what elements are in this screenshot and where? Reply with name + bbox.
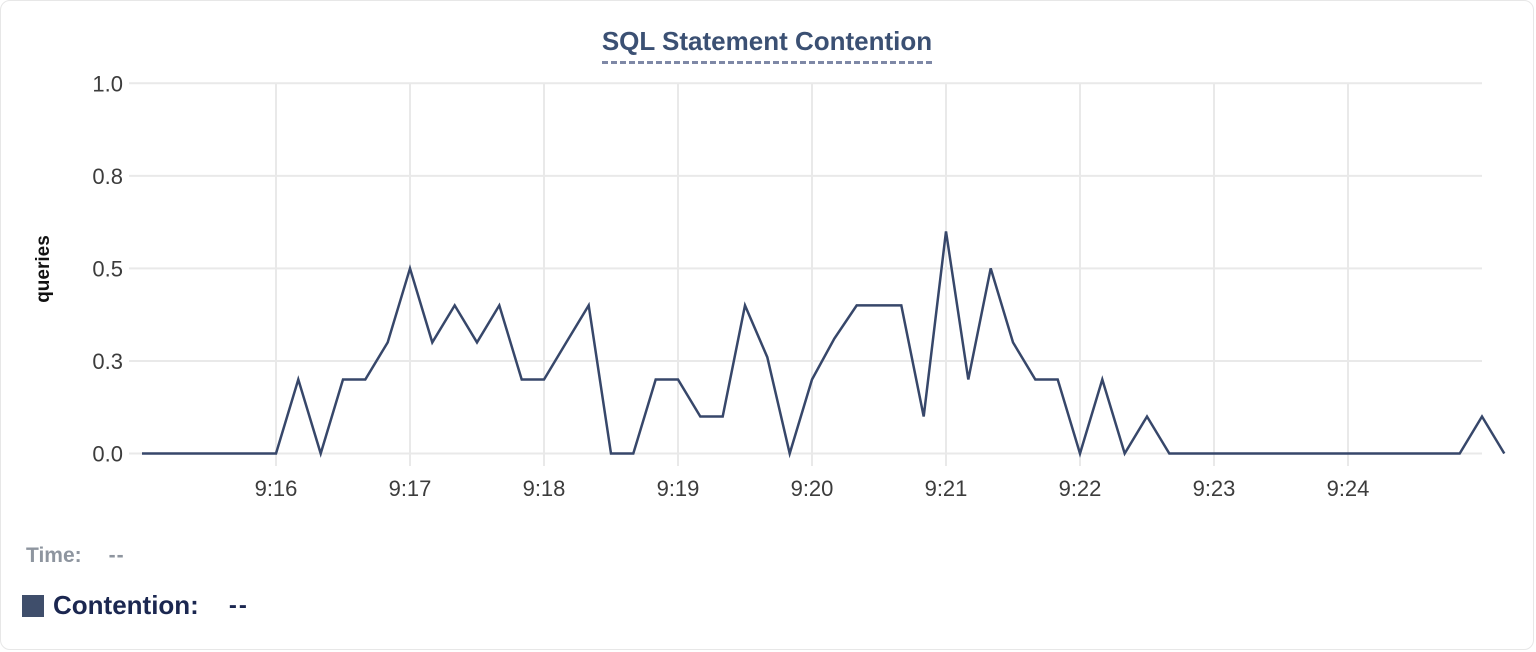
y-tick-label: 1.0 bbox=[92, 71, 123, 96]
x-tick-label: 9:19 bbox=[657, 476, 700, 501]
x-tick-label: 9:24 bbox=[1327, 476, 1370, 501]
x-tick-label: 9:17 bbox=[389, 476, 432, 501]
legend-contention-label: Contention: bbox=[53, 590, 199, 620]
y-tick-label: 0.8 bbox=[92, 164, 123, 189]
contention-series-line bbox=[142, 231, 1506, 459]
x-tick-label: 9:18 bbox=[523, 476, 566, 501]
legend-time-label: Time: bbox=[26, 544, 82, 567]
x-tick-label: 9:20 bbox=[791, 476, 834, 501]
chart-header: SQL Statement Contention bbox=[1, 28, 1533, 64]
legend-contention-value: -- bbox=[228, 591, 249, 619]
x-tick-label: 9:22 bbox=[1059, 476, 1102, 501]
legend-time-row: Time: -- bbox=[26, 544, 249, 568]
y-tick-label: 0.5 bbox=[92, 256, 123, 281]
chart-title[interactable]: SQL Statement Contention bbox=[601, 28, 933, 64]
x-tick-label: 9:16 bbox=[255, 476, 298, 501]
y-axis-title: queries bbox=[33, 235, 54, 303]
legend-contention-row: Contention: -- bbox=[22, 590, 249, 621]
x-tick-label: 9:21 bbox=[925, 476, 968, 501]
chart-legend: Time: -- Contention: -- bbox=[22, 544, 249, 621]
y-tick-label: 0.3 bbox=[92, 349, 123, 374]
contention-series-swatch bbox=[22, 594, 44, 617]
legend-time-value: -- bbox=[108, 544, 125, 567]
y-tick-label: 0.0 bbox=[92, 442, 123, 467]
x-tick-label: 9:23 bbox=[1193, 476, 1236, 501]
contention-line-chart[interactable]: 0.0 0.3 0.5 0.8 1.0 9:16 9:17 9:18 9:19 9:20 9:21 9… bbox=[1, 1, 1534, 536]
